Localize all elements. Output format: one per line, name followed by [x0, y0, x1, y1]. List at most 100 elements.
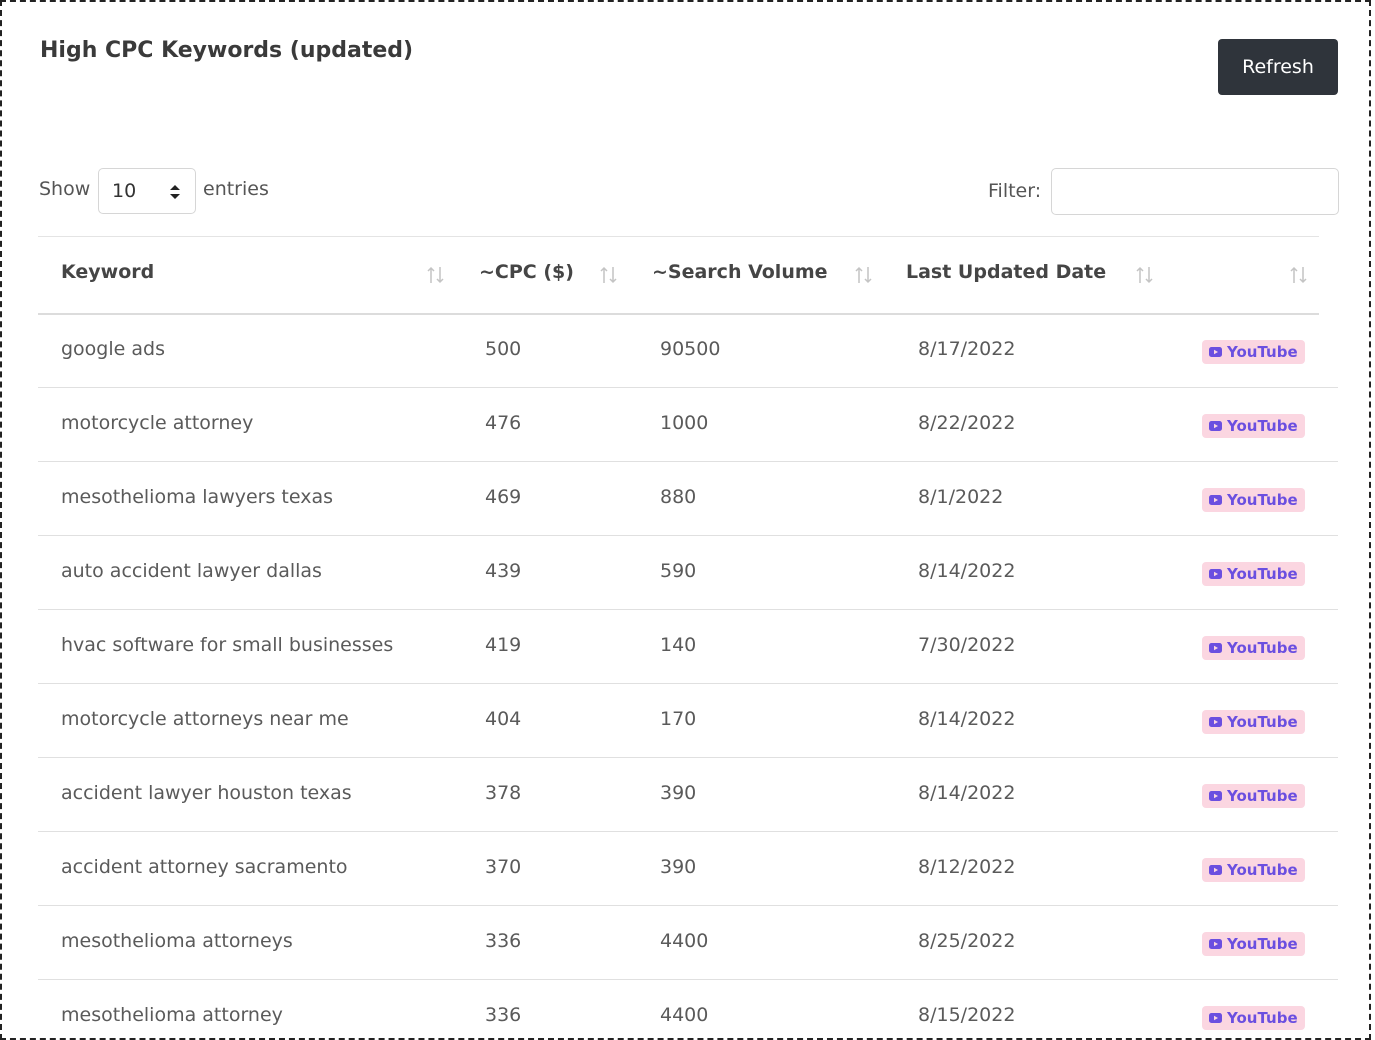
- table-row: auto accident lawyer dallas 439 590 8/14/20…: [38, 536, 1338, 610]
- table-cell: accident attorney sacramento: [61, 856, 348, 878]
- youtube-badge[interactable]: YouTube: [1202, 858, 1305, 882]
- youtube-icon: [1209, 865, 1222, 875]
- youtube-icon: [1209, 421, 1222, 431]
- table-row: mesothelioma attorney 336 4400 8/15/2022 You…: [38, 980, 1338, 1038]
- entries-label: entries: [203, 178, 269, 200]
- badge-text: YouTube: [1227, 417, 1298, 435]
- table-cell: accident lawyer houston texas: [61, 782, 352, 804]
- badge-text: YouTube: [1227, 639, 1298, 657]
- table-cell: 390: [660, 856, 697, 878]
- table-cell: 1000: [660, 412, 709, 434]
- page-size-select[interactable]: 10: [98, 168, 196, 214]
- badge-text: YouTube: [1227, 861, 1298, 879]
- badge-text: YouTube: [1227, 1009, 1298, 1027]
- sort-icon[interactable]: [599, 265, 619, 289]
- table-row: motorcycle attorney 476 1000 8/22/2022 YouTu…: [38, 388, 1338, 462]
- table-cell: google ads: [61, 338, 165, 360]
- table-cell: 8/22/2022: [918, 412, 1016, 434]
- table-cell: 4400: [660, 1004, 709, 1026]
- column-header[interactable]: ~CPC ($): [479, 261, 574, 283]
- page-size-value: 10: [112, 180, 137, 202]
- filter-label: Filter:: [988, 180, 1042, 202]
- youtube-icon: [1209, 939, 1222, 949]
- sort-icon[interactable]: [1289, 265, 1309, 289]
- youtube-badge[interactable]: YouTube: [1202, 636, 1305, 660]
- table-cell: mesothelioma lawyers texas: [61, 486, 334, 508]
- youtube-badge[interactable]: YouTube: [1202, 562, 1305, 586]
- table-cell: auto accident lawyer dallas: [61, 560, 322, 582]
- table-cell: 8/14/2022: [918, 560, 1016, 582]
- table-cell: 140: [660, 634, 697, 656]
- refresh-button[interactable]: Refresh: [1218, 39, 1338, 95]
- table-cell: 8/14/2022: [918, 782, 1016, 804]
- table-cell: 8/12/2022: [918, 856, 1016, 878]
- column-header[interactable]: Last Updated Date: [906, 261, 1107, 283]
- table-cell: 8/17/2022: [918, 338, 1016, 360]
- show-label: Show: [39, 178, 91, 200]
- badge-text: YouTube: [1227, 565, 1298, 583]
- table-row: motorcycle attorneys near me 404 170 8/14/2…: [38, 684, 1338, 758]
- table-cell: motorcycle attorneys near me: [61, 708, 349, 730]
- table-row: accident lawyer houston texas 378 390 8/14/…: [38, 758, 1338, 832]
- table-cell: 336: [485, 1004, 522, 1026]
- table-cell: 370: [485, 856, 522, 878]
- badge-text: YouTube: [1227, 713, 1298, 731]
- youtube-icon: [1209, 569, 1222, 579]
- table-cell: 4400: [660, 930, 709, 952]
- table-row: hvac software for small businesses 419 140…: [38, 610, 1338, 684]
- table-cell: 336: [485, 930, 522, 952]
- table-cell: 7/30/2022: [918, 634, 1016, 656]
- table-cell: 404: [485, 708, 522, 730]
- table-cell: motorcycle attorney: [61, 412, 254, 434]
- table-cell: 8/1/2022: [918, 486, 1004, 508]
- table-cell: mesothelioma attorney: [61, 1004, 283, 1026]
- table-cell: 90500: [660, 338, 721, 360]
- badge-text: YouTube: [1227, 935, 1298, 953]
- table-row: accident attorney sacramento 370 390 8/12/2…: [38, 832, 1338, 906]
- youtube-badge[interactable]: YouTube: [1202, 340, 1305, 364]
- sort-icon[interactable]: [854, 265, 874, 289]
- table-cell: 439: [485, 560, 522, 582]
- filter-input[interactable]: [1051, 168, 1339, 215]
- youtube-badge[interactable]: YouTube: [1202, 784, 1305, 808]
- youtube-badge[interactable]: YouTube: [1202, 1006, 1305, 1030]
- select-arrows: [170, 185, 180, 199]
- youtube-icon: [1209, 1013, 1222, 1023]
- table-cell: 590: [660, 560, 697, 582]
- table-cell: 8/14/2022: [918, 708, 1016, 730]
- table-cell: 476: [485, 412, 522, 434]
- table-cell: mesothelioma attorneys: [61, 930, 293, 952]
- table-cell: hvac software for small businesses: [61, 634, 394, 656]
- youtube-icon: [1209, 717, 1222, 727]
- table-row: mesothelioma lawyers texas 469 880 8/1/2022…: [38, 462, 1338, 536]
- youtube-icon: [1209, 347, 1222, 357]
- table-cell: 469: [485, 486, 522, 508]
- sort-icon[interactable]: [426, 265, 446, 289]
- table-cell: 419: [485, 634, 522, 656]
- badge-text: YouTube: [1227, 491, 1298, 509]
- table-cell: 378: [485, 782, 522, 804]
- page-title: High CPC Keywords (updated): [40, 38, 414, 63]
- table-row: google ads 500 90500 8/17/2022 YouTube: [38, 314, 1338, 388]
- table-cell: 880: [660, 486, 697, 508]
- table-header: Keyword ~CPC ($) ~Search Volume Last Update…: [38, 236, 1319, 315]
- sort-icon[interactable]: [1135, 265, 1155, 289]
- column-header[interactable]: Keyword: [61, 261, 155, 283]
- table-row: mesothelioma attorneys 336 4400 8/25/2022 Yo…: [38, 906, 1338, 980]
- youtube-badge[interactable]: YouTube: [1202, 488, 1305, 512]
- table-cell: 8/25/2022: [918, 930, 1016, 952]
- youtube-icon: [1209, 495, 1222, 505]
- column-header[interactable]: ~Search Volume: [652, 261, 828, 283]
- youtube-badge[interactable]: YouTube: [1202, 710, 1305, 734]
- table-cell: 390: [660, 782, 697, 804]
- badge-text: YouTube: [1227, 343, 1298, 361]
- youtube-icon: [1209, 643, 1222, 653]
- table-cell: 8/15/2022: [918, 1004, 1016, 1026]
- youtube-icon: [1209, 791, 1222, 801]
- youtube-badge[interactable]: YouTube: [1202, 932, 1305, 956]
- badge-text: YouTube: [1227, 787, 1298, 805]
- table-cell: 170: [660, 708, 697, 730]
- table-cell: 500: [485, 338, 522, 360]
- youtube-badge[interactable]: YouTube: [1202, 414, 1305, 438]
